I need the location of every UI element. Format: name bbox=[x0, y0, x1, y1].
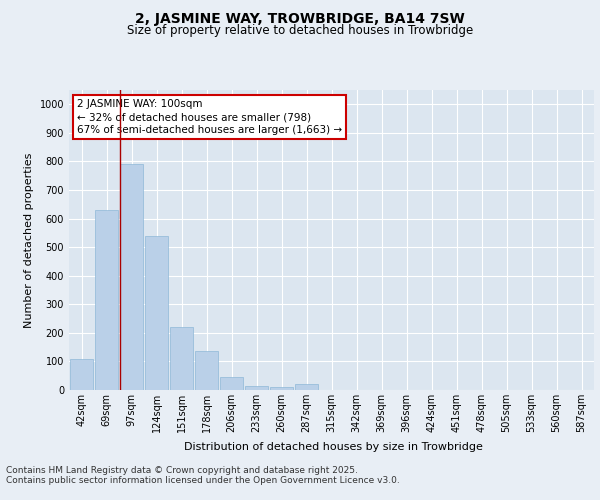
Bar bbox=[120, 164, 143, 390]
Bar bbox=[170, 327, 193, 390]
Bar bbox=[145, 236, 168, 390]
Text: 2 JASMINE WAY: 100sqm
← 32% of detached houses are smaller (798)
67% of semi-det: 2 JASMINE WAY: 100sqm ← 32% of detached … bbox=[77, 99, 342, 136]
Text: Contains public sector information licensed under the Open Government Licence v3: Contains public sector information licen… bbox=[6, 476, 400, 485]
Bar bbox=[95, 210, 118, 390]
Text: Contains HM Land Registry data © Crown copyright and database right 2025.: Contains HM Land Registry data © Crown c… bbox=[6, 466, 358, 475]
Text: 2, JASMINE WAY, TROWBRIDGE, BA14 7SW: 2, JASMINE WAY, TROWBRIDGE, BA14 7SW bbox=[135, 12, 465, 26]
Bar bbox=[245, 386, 268, 390]
Bar bbox=[220, 377, 243, 390]
Bar bbox=[70, 358, 93, 390]
Bar bbox=[270, 387, 293, 390]
Y-axis label: Number of detached properties: Number of detached properties bbox=[24, 152, 34, 328]
Bar bbox=[195, 352, 218, 390]
Bar bbox=[295, 384, 318, 390]
Text: Distribution of detached houses by size in Trowbridge: Distribution of detached houses by size … bbox=[184, 442, 482, 452]
Text: Size of property relative to detached houses in Trowbridge: Size of property relative to detached ho… bbox=[127, 24, 473, 37]
